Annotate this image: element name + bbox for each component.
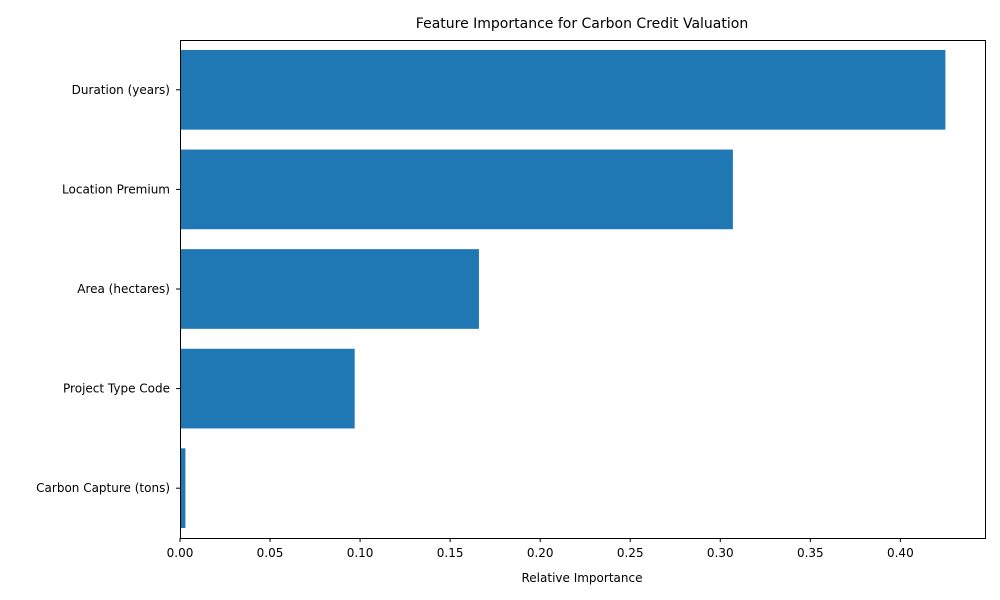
bar — [180, 149, 733, 230]
x-tick-label: 0.10 — [347, 546, 374, 560]
y-tick-label: Project Type Code — [63, 382, 170, 396]
y-tick-label: Carbon Capture (tons) — [36, 481, 170, 495]
bars-group — [180, 49, 946, 529]
y-tick-label: Duration (years) — [72, 83, 170, 97]
x-tick-label: 0.40 — [887, 546, 914, 560]
bar — [180, 448, 186, 529]
x-tick-label: 0.35 — [797, 546, 824, 560]
chart-title: Feature Importance for Carbon Credit Val… — [416, 16, 748, 32]
y-tick-label: Area (hectares) — [77, 282, 170, 296]
bar — [180, 249, 479, 329]
x-tick-label: 0.20 — [527, 546, 554, 560]
x-axis-label: Relative Importance — [522, 571, 643, 585]
x-tick-label: 0.30 — [707, 546, 734, 560]
x-tick-label: 0.15 — [437, 546, 464, 560]
x-tick-label: 0.25 — [617, 546, 644, 560]
y-axis-ticks: Carbon Capture (tons) Project Type Code Ar… — [36, 83, 180, 495]
plot-frame — [180, 40, 986, 539]
bar — [180, 348, 355, 429]
x-tick-label: 0.00 — [167, 546, 194, 560]
x-axis-ticks: 0.00 0.05 0.10 0.15 0.20 0.25 0.30 0.35 0.40 — [167, 538, 914, 560]
bar — [180, 49, 946, 130]
y-tick-label: Location Premium — [62, 182, 170, 196]
x-tick-label: 0.05 — [257, 546, 284, 560]
